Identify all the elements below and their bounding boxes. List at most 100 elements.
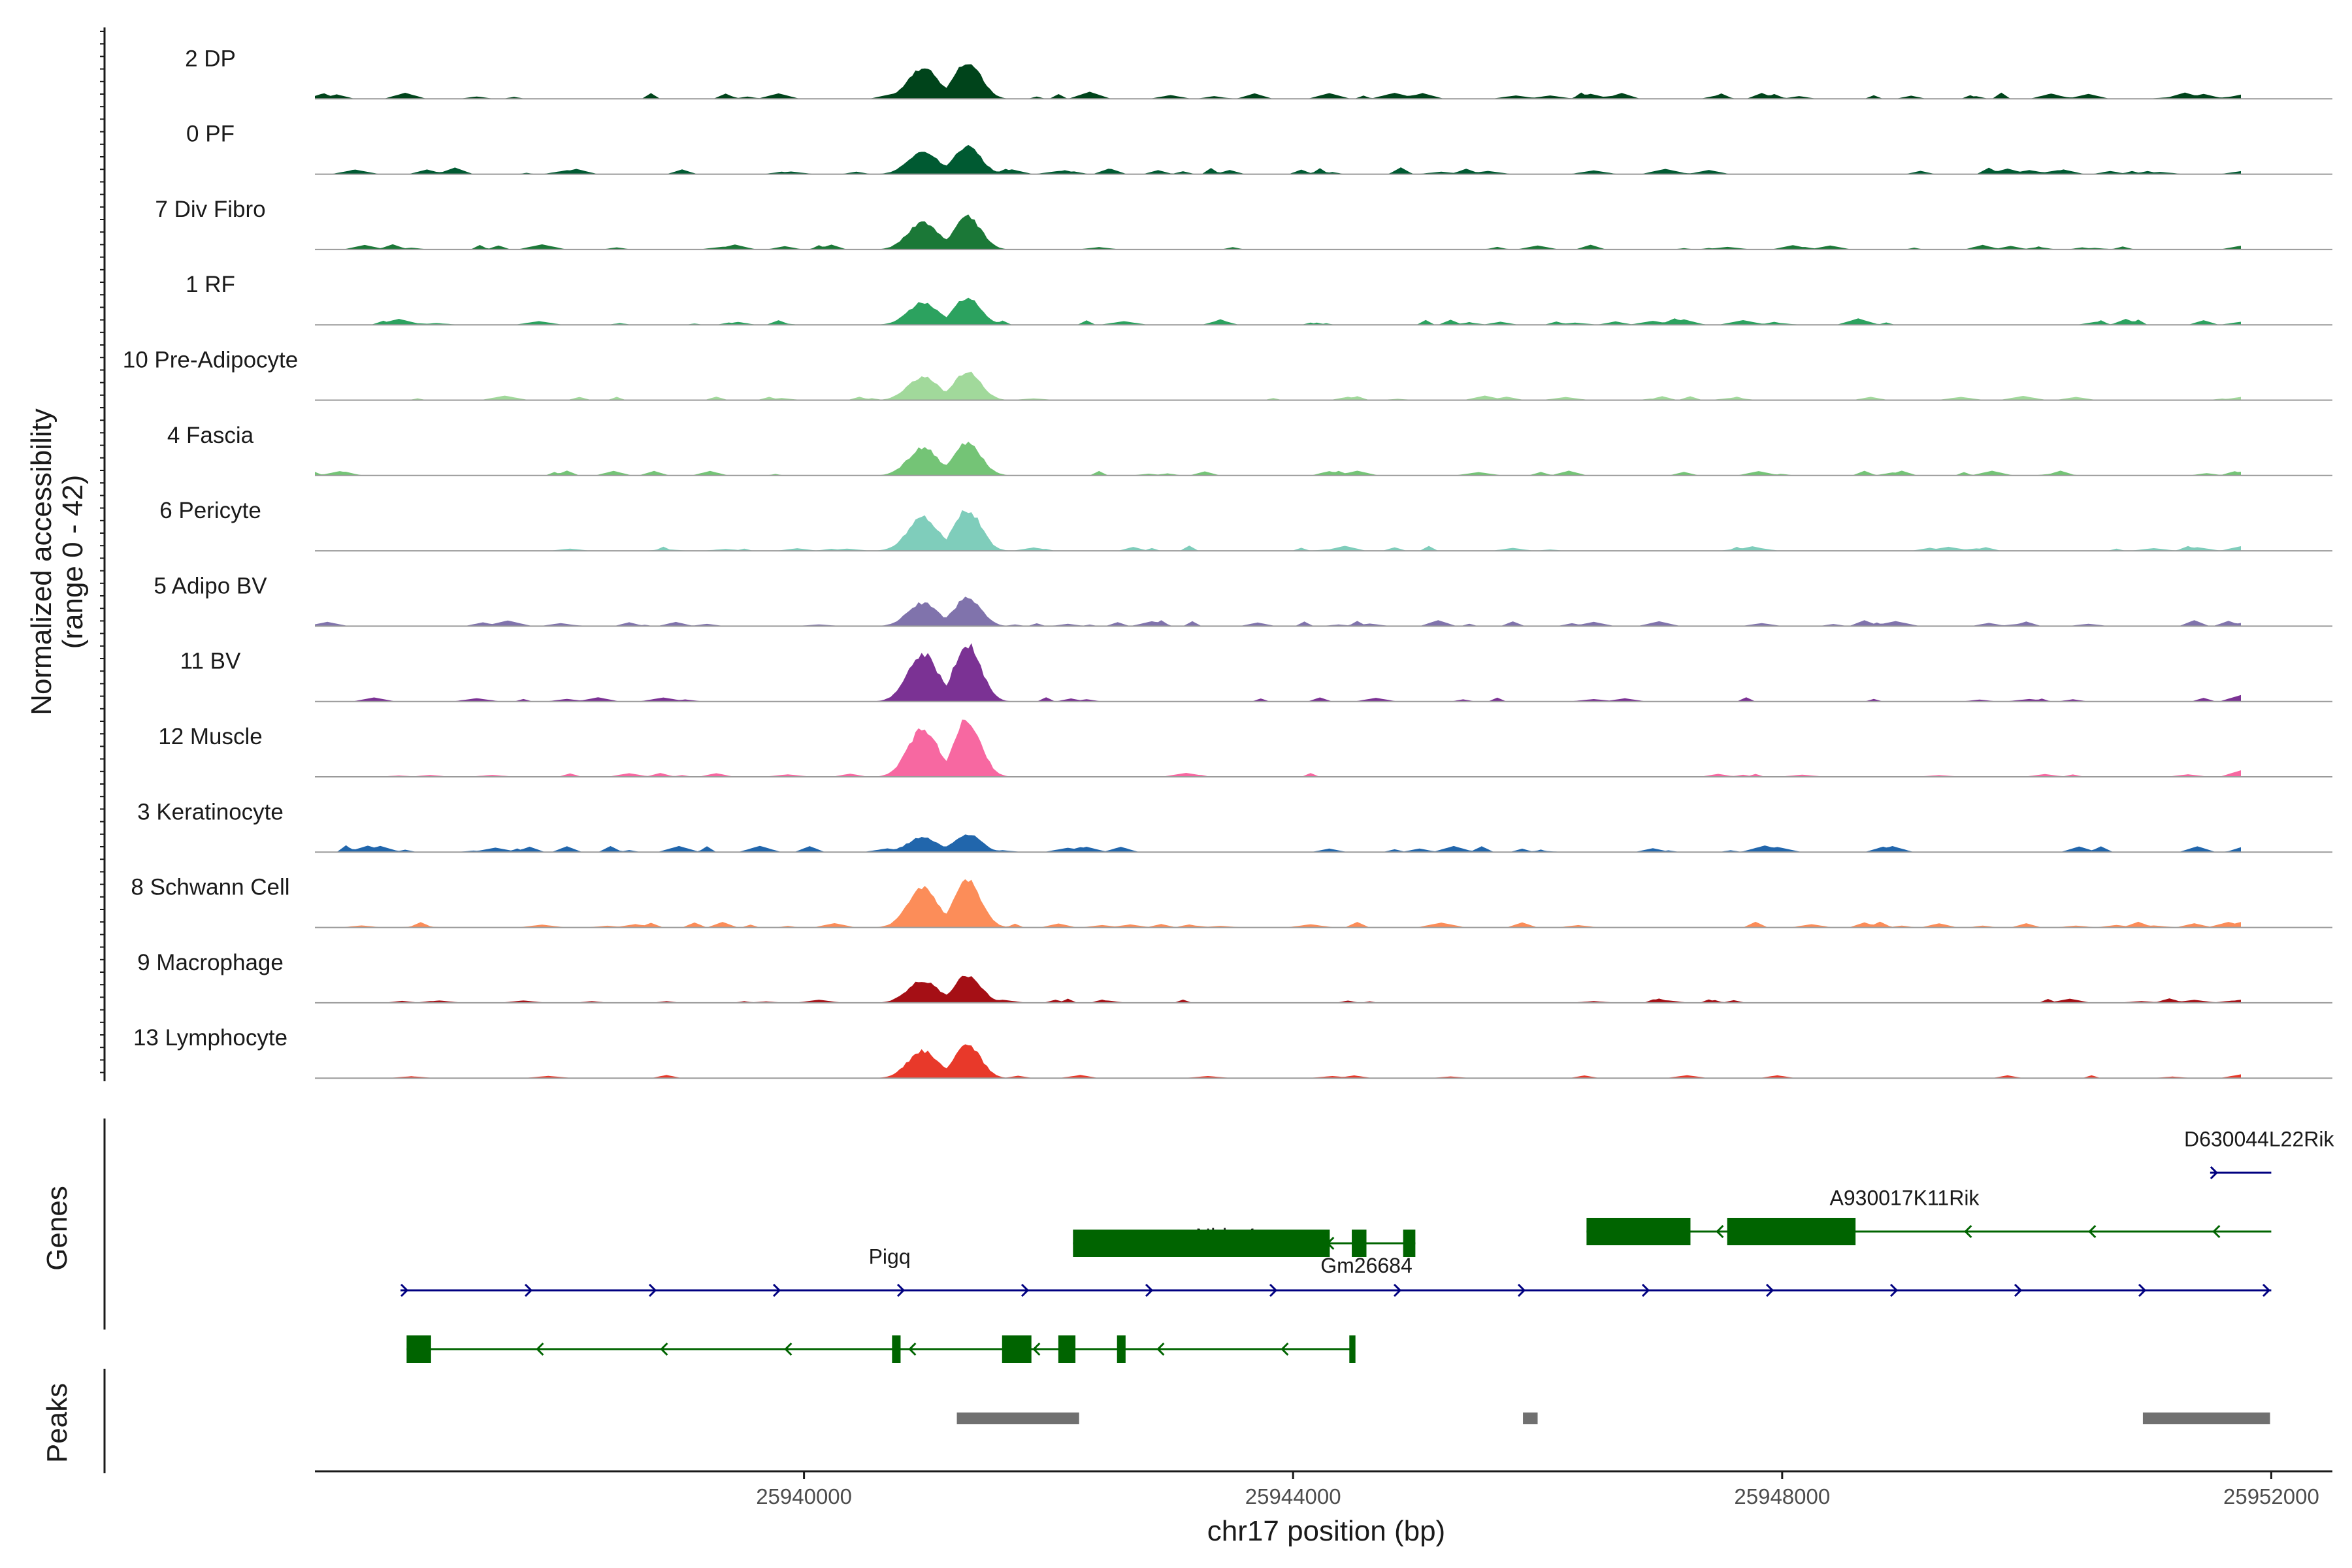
- exon: [1727, 1218, 1856, 1245]
- track-12-muscle: 12 Muscle: [158, 719, 2332, 777]
- track-label: 7 Div Fibro: [155, 197, 265, 222]
- coverage-area: [315, 1044, 2241, 1079]
- y-axis-title: Normalized accessibility: [25, 408, 57, 715]
- coverage-area: [315, 144, 2241, 174]
- peak-region: [2142, 1413, 2270, 1424]
- exon: [1349, 1335, 1356, 1363]
- strand-arrow: [1889, 1283, 1899, 1298]
- coverage-area: [315, 975, 2241, 1003]
- gene-gm26684: Gm26684: [1073, 1230, 1416, 1277]
- track-10-pre-adipocyte: 10 Pre-Adipocyte: [123, 348, 2332, 401]
- track-label: 5 Adipo BV: [154, 573, 267, 598]
- coverage-area: [315, 214, 2241, 250]
- coverage-area: [315, 834, 2241, 853]
- coverage-area: [315, 510, 2241, 551]
- coverage-area: [315, 719, 2241, 777]
- strand-arrow: [1269, 1283, 1278, 1298]
- gene-a930017k11rik: A930017K11Rik: [1586, 1186, 2272, 1245]
- track-1-rf: 1 RF: [186, 272, 2332, 326]
- track-0-pf: 0 PF: [186, 122, 2332, 175]
- peak-region: [1523, 1413, 1538, 1424]
- strand-arrow: [1964, 1224, 1972, 1239]
- track-8-schwann-cell: 8 Schwann Cell: [131, 875, 2332, 928]
- strand-arrow: [1393, 1283, 1402, 1298]
- strand-arrow: [1765, 1283, 1774, 1298]
- strand-arrow: [1021, 1283, 1030, 1298]
- strand-arrow: [784, 1342, 792, 1356]
- track-label: 4 Fascia: [167, 423, 254, 448]
- strand-arrow: [908, 1342, 917, 1356]
- genes-panel-title: Genes: [41, 1186, 73, 1271]
- track-label: 3 Keratinocyte: [137, 799, 284, 825]
- x-axis: 25940000 25944000 25948000 25952000: [315, 1470, 2332, 1509]
- y-axis-range-label: (range 0 - 42): [57, 475, 89, 649]
- track-13-lymphocyte: 13 Lymphocyte: [133, 1025, 2332, 1079]
- peaks-panel: [103, 1369, 2270, 1473]
- track-3-keratinocyte: 3 Keratinocyte: [137, 799, 2332, 853]
- exon: [406, 1335, 431, 1363]
- strand-arrow: [648, 1283, 657, 1298]
- exon: [1058, 1335, 1076, 1363]
- strand-arrow: [1716, 1224, 1724, 1239]
- strand-arrow: [660, 1342, 668, 1356]
- track-7-div-fibro: 7 Div Fibro: [155, 197, 2332, 250]
- gene-d630044l22rik: D630044L22Rik: [2184, 1128, 2335, 1180]
- gene-label: D630044L22Rik: [2184, 1128, 2335, 1151]
- track-label: 2 DP: [185, 46, 236, 71]
- x-tick-label: 25940000: [756, 1484, 852, 1509]
- peaks-panel-title: Peaks: [41, 1383, 73, 1463]
- track-6-pericyte: 6 Pericyte: [159, 498, 2332, 552]
- strand-arrow: [772, 1283, 781, 1298]
- coverage-area: [315, 371, 2241, 400]
- exon: [1586, 1218, 1691, 1245]
- track-2-dp: 2 DP: [185, 46, 2332, 100]
- exon: [892, 1335, 901, 1363]
- track-label: 8 Schwann Cell: [131, 875, 289, 900]
- gene-pigq: Pigq: [400, 1245, 2272, 1298]
- strand-arrow: [2088, 1224, 2097, 1239]
- coverage-area: [315, 596, 2241, 627]
- strand-arrow: [1156, 1342, 1165, 1356]
- strand-arrow: [1517, 1283, 1526, 1298]
- peak-region: [956, 1413, 1079, 1424]
- strand-arrow: [896, 1283, 906, 1298]
- track-label: 6 Pericyte: [159, 498, 261, 523]
- exon: [1002, 1335, 1032, 1363]
- x-tick-label: 25948000: [1734, 1484, 1830, 1509]
- track-4-fascia: 4 Fascia: [167, 423, 2332, 476]
- gene-label: Pigq: [869, 1245, 911, 1269]
- track-label: 11 BV: [180, 649, 241, 674]
- x-tick-label: 25952000: [2223, 1484, 2319, 1509]
- track-label: 10 Pre-Adipocyte: [123, 348, 298, 373]
- coverage-tracks: 2 DP 0 PF 7 Div Fibro 1 RF 10 Pre-Adipocyte 4…: [100, 27, 2332, 1081]
- strand-arrow: [2014, 1283, 2023, 1298]
- exon: [1403, 1230, 1416, 1257]
- strand-arrow: [400, 1283, 409, 1298]
- strand-arrow: [1281, 1342, 1289, 1356]
- exon: [1073, 1230, 1330, 1257]
- coverage-area: [315, 879, 2241, 928]
- coverage-area: [315, 643, 2241, 702]
- x-axis-title: chr17 position (bp): [1207, 1515, 1445, 1547]
- track-label: 1 RF: [186, 272, 235, 297]
- strand-arrow: [1641, 1283, 1650, 1298]
- track-11-bv: 11 BV: [180, 643, 2332, 702]
- strand-arrow: [1145, 1283, 1154, 1298]
- strand-arrow: [536, 1342, 544, 1356]
- coverage-area: [315, 64, 2241, 99]
- strand-arrow: [2212, 1224, 2221, 1239]
- coverage-area: [315, 442, 2241, 476]
- strand-arrow: [1032, 1342, 1041, 1356]
- gene-label: A930017K11Rik: [1830, 1186, 1980, 1210]
- gene-label: Gm26684: [1320, 1254, 1413, 1277]
- strand-arrow: [2262, 1283, 2271, 1298]
- track-5-adipo-bv: 5 Adipo BV: [154, 573, 2332, 627]
- strand-arrow: [2138, 1283, 2147, 1298]
- genes-panel: PigqNhlrc4Gm26684A930017K11RikD630044L22…: [103, 1119, 2335, 1363]
- track-label: 9 Macrophage: [137, 950, 284, 975]
- x-tick-label: 25944000: [1245, 1484, 1341, 1509]
- coverage-area: [315, 297, 2241, 325]
- track-9-macrophage: 9 Macrophage: [137, 950, 2332, 1004]
- exon: [1352, 1230, 1367, 1257]
